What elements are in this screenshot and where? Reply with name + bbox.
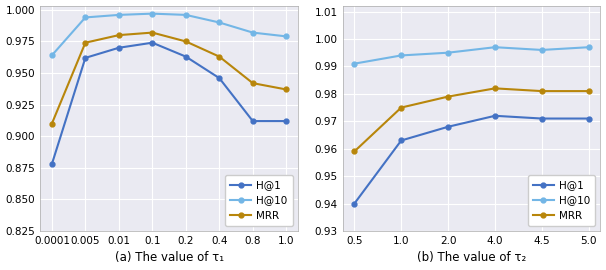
H@1 [182, 55, 190, 58]
H@1 [585, 117, 592, 120]
H@1 [148, 41, 156, 44]
H@10 [182, 13, 190, 16]
MRR [538, 89, 545, 93]
Line: MRR: MRR [50, 30, 288, 126]
H@10 [585, 46, 592, 49]
Line: H@1: H@1 [352, 113, 591, 206]
MRR [398, 106, 405, 109]
MRR [444, 95, 451, 98]
MRR [182, 40, 190, 43]
MRR [82, 41, 89, 44]
X-axis label: (a) The value of τ₁: (a) The value of τ₁ [115, 251, 224, 264]
MRR [148, 31, 156, 34]
H@10 [148, 12, 156, 15]
H@1 [282, 119, 290, 123]
MRR [351, 150, 358, 153]
MRR [249, 82, 256, 85]
H@1 [351, 202, 358, 205]
X-axis label: (b) The value of τ₂: (b) The value of τ₂ [417, 251, 526, 264]
Line: H@1: H@1 [50, 40, 288, 167]
H@10 [491, 46, 499, 49]
Legend: H@1, H@10, MRR: H@1, H@10, MRR [528, 175, 595, 226]
H@1 [249, 119, 256, 123]
MRR [216, 55, 223, 58]
H@1 [115, 46, 122, 49]
H@10 [444, 51, 451, 54]
H@1 [398, 139, 405, 142]
Legend: H@1, H@10, MRR: H@1, H@10, MRR [225, 175, 293, 226]
MRR [282, 88, 290, 91]
H@10 [115, 13, 122, 16]
H@10 [282, 35, 290, 38]
Line: H@10: H@10 [50, 11, 288, 58]
H@10 [82, 16, 89, 19]
H@1 [48, 163, 56, 166]
H@1 [444, 125, 451, 129]
H@1 [491, 114, 499, 117]
H@10 [398, 54, 405, 57]
MRR [585, 89, 592, 93]
Line: MRR: MRR [352, 86, 591, 154]
H@10 [249, 31, 256, 34]
H@10 [48, 54, 56, 57]
MRR [48, 122, 56, 125]
H@1 [82, 56, 89, 59]
Line: H@10: H@10 [352, 45, 591, 66]
MRR [115, 33, 122, 37]
H@10 [351, 62, 358, 65]
MRR [491, 87, 499, 90]
H@10 [538, 48, 545, 52]
H@1 [216, 76, 223, 80]
H@10 [216, 21, 223, 24]
H@1 [538, 117, 545, 120]
